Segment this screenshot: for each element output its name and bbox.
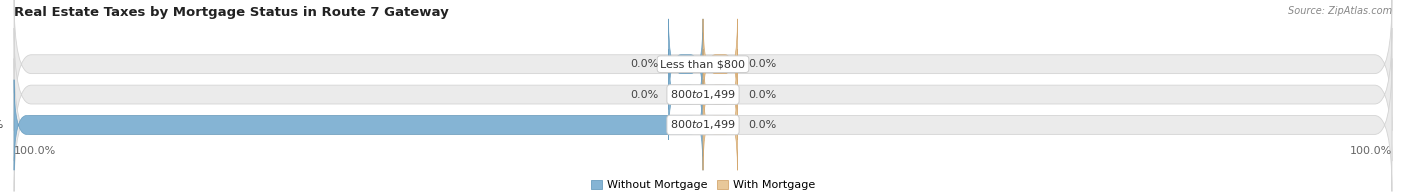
FancyBboxPatch shape: [669, 49, 703, 140]
FancyBboxPatch shape: [14, 0, 1392, 131]
Text: 0.0%: 0.0%: [630, 59, 658, 69]
Legend: Without Mortgage, With Mortgage: Without Mortgage, With Mortgage: [586, 175, 820, 194]
Text: 100.0%: 100.0%: [0, 120, 4, 130]
FancyBboxPatch shape: [14, 80, 703, 170]
Text: Source: ZipAtlas.com: Source: ZipAtlas.com: [1288, 6, 1392, 16]
Text: 0.0%: 0.0%: [748, 120, 776, 130]
Text: 100.0%: 100.0%: [1350, 146, 1392, 156]
Text: $800 to $1,499: $800 to $1,499: [671, 88, 735, 101]
Text: Real Estate Taxes by Mortgage Status in Route 7 Gateway: Real Estate Taxes by Mortgage Status in …: [14, 6, 449, 19]
FancyBboxPatch shape: [703, 80, 738, 170]
FancyBboxPatch shape: [669, 19, 703, 109]
Text: Less than $800: Less than $800: [661, 59, 745, 69]
Text: 0.0%: 0.0%: [748, 90, 776, 100]
FancyBboxPatch shape: [703, 49, 738, 140]
Text: 100.0%: 100.0%: [14, 146, 56, 156]
FancyBboxPatch shape: [703, 19, 738, 109]
Text: 0.0%: 0.0%: [630, 90, 658, 100]
FancyBboxPatch shape: [14, 58, 1392, 191]
Text: 0.0%: 0.0%: [748, 59, 776, 69]
Text: $800 to $1,499: $800 to $1,499: [671, 119, 735, 131]
FancyBboxPatch shape: [14, 28, 1392, 161]
